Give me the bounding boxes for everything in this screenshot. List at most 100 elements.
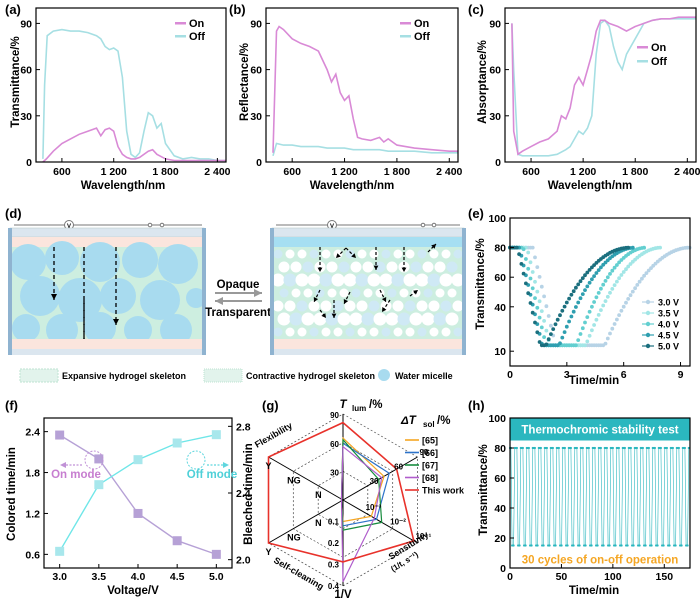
radar-tick-tlum: 60 <box>330 440 339 449</box>
data-point-45V <box>567 319 571 324</box>
data-point-45V <box>599 265 603 270</box>
data-point-45V <box>601 262 606 267</box>
x-tick-label: 5.0 <box>209 571 224 583</box>
arrow-head <box>431 244 436 249</box>
y-tick-label-left: 0.6 <box>25 549 40 561</box>
radar-tick-dtsol: 30 <box>370 477 379 486</box>
cycle-point <box>515 446 519 450</box>
legend-label: [68] <box>422 473 438 483</box>
data-point-50V <box>546 337 551 342</box>
radar-tick-voltage: 0.2 <box>328 539 340 548</box>
data-point-35V <box>601 303 606 308</box>
water-micelle <box>272 300 284 312</box>
water-micelle <box>355 273 369 287</box>
legend-marker <box>645 310 651 316</box>
water-micelle <box>393 327 403 337</box>
water-micelle <box>452 300 464 312</box>
cycle-point <box>596 544 599 547</box>
data-point-30V <box>530 245 535 250</box>
data-point-40V <box>537 315 542 320</box>
data-point-50V <box>571 289 576 294</box>
data-point-50V <box>626 245 631 250</box>
series-line-off <box>42 28 226 162</box>
data-point-35V <box>621 270 626 274</box>
arrow-head <box>331 313 337 318</box>
panel-h: (h) Thermochromic stability test 30 cycle… <box>468 398 691 597</box>
legend-on-swatch <box>175 22 186 25</box>
water-micelle <box>283 273 297 287</box>
data-point-30V <box>630 289 635 294</box>
y-tick-label-left: 1.8 <box>25 468 40 480</box>
x-tick-label: 1 200 <box>570 166 596 178</box>
data-point-30V <box>628 293 633 298</box>
cycle-point <box>584 544 587 547</box>
y-tick-label: 60 <box>250 65 262 77</box>
colored-time-point <box>211 549 221 559</box>
y-tick-label: 60 <box>489 65 501 77</box>
radar-tick-binary: N <box>315 490 322 500</box>
bleached-time-point <box>133 455 143 465</box>
cycle-point <box>623 446 627 450</box>
panel-c-label: (c) <box>468 2 484 17</box>
water-micelle <box>297 249 307 259</box>
data-point-50V <box>569 292 574 297</box>
y-tick-label: 60 <box>494 473 506 485</box>
data-point-35V <box>544 328 549 333</box>
water-micelle <box>404 300 416 312</box>
data-point-50V <box>574 285 578 290</box>
cycle-point <box>677 446 681 450</box>
panel-g-legend: [65] [66] [67] [68] This work <box>405 436 465 496</box>
water-micelle <box>309 327 319 337</box>
cycle-point <box>578 544 581 547</box>
data-point-50V <box>583 273 587 278</box>
cycle-point <box>638 544 641 547</box>
y-tick-label: 10 <box>494 346 506 358</box>
y-tick-label: 60 <box>20 65 32 77</box>
data-point-35V <box>592 323 596 327</box>
arrow-head <box>313 297 319 302</box>
data-point-40V <box>539 325 544 330</box>
data-point-35V <box>628 262 633 266</box>
panel-a-label: (a) <box>5 2 21 17</box>
data-point-50V <box>521 271 526 276</box>
water-micelle <box>284 300 296 312</box>
water-micelle <box>301 312 315 326</box>
data-point-35V <box>603 299 608 303</box>
cycles-note: 30 cycles of on-off operation <box>522 555 679 567</box>
data-point-50V <box>562 304 567 309</box>
panel-c-xlabel: Wavelength/nm <box>548 180 633 192</box>
data-point-35V <box>617 276 621 281</box>
y-tick-label-right: 2.8 <box>236 421 251 433</box>
x-tick-label: 3.0 <box>52 571 67 583</box>
panel-a: (a) 600 1 200 1 800 2 400 0 30 60 90 Transmitta… <box>5 2 231 192</box>
data-point-35V <box>624 267 628 272</box>
data-point-45V <box>558 341 562 346</box>
water-micelle <box>374 261 386 273</box>
cycle-point <box>593 446 597 450</box>
x-tick-label: 3 <box>564 369 570 381</box>
data-point-50V <box>517 252 521 256</box>
axis-label-tlum: T <box>339 399 347 411</box>
data-point-45V <box>574 305 578 309</box>
radar-tick-sensitivity: 10⁻² <box>390 517 406 526</box>
water-micelle <box>343 273 357 287</box>
water-micelle <box>345 327 355 337</box>
data-point-45V <box>580 292 585 296</box>
water-micelle <box>279 288 289 298</box>
water-micelle <box>434 261 446 273</box>
cycle-point <box>608 544 611 547</box>
data-point-30V <box>617 313 621 317</box>
data-point-30V <box>626 297 631 301</box>
water-micelle <box>273 327 283 337</box>
x-tick-label: 1 800 <box>152 166 178 178</box>
panel-f-ylabel-left: Colored time/min <box>6 447 18 541</box>
x-tick-label: 2 400 <box>436 166 462 178</box>
transparent-label: Transparent <box>205 307 271 319</box>
data-point-40V <box>642 245 646 250</box>
svg-text:V: V <box>67 224 71 230</box>
cycle-point <box>605 446 609 450</box>
axis-label-dtsol-sub: sol <box>423 420 435 429</box>
off-mode-marker <box>186 450 206 470</box>
y-tick-label: 30 <box>489 111 501 123</box>
y-tick-label-left: 2.4 <box>25 427 40 439</box>
